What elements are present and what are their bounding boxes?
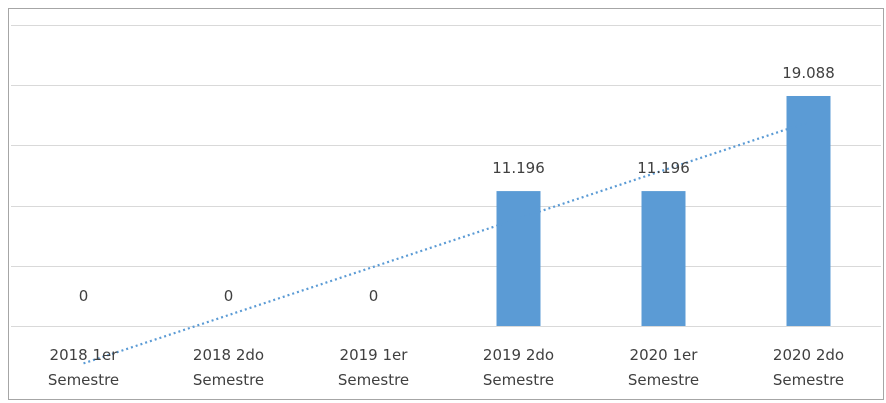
category-label-line: 2018 2do bbox=[193, 346, 264, 364]
category-label-line: 2020 1er bbox=[630, 346, 699, 364]
category-label-line: Semestre bbox=[483, 371, 554, 389]
category-label-line: Semestre bbox=[48, 371, 119, 389]
data-label: 11.196 bbox=[637, 159, 690, 177]
trendline bbox=[83, 120, 809, 365]
category-label-line: Semestre bbox=[338, 371, 409, 389]
bar bbox=[786, 95, 831, 327]
bar bbox=[641, 191, 686, 326]
category-label: 2019 1er Semestre bbox=[338, 346, 409, 389]
data-labels: 0 0 0 11.196 11.196 19.088 bbox=[79, 64, 835, 305]
bar bbox=[496, 191, 541, 326]
category-label-line: 2019 2do bbox=[483, 346, 554, 364]
category-label-line: Semestre bbox=[773, 371, 844, 389]
data-label: 0 bbox=[369, 287, 379, 305]
category-label: 2018 1er Semestre bbox=[48, 346, 119, 389]
category-label-line: 2019 1er bbox=[340, 346, 409, 364]
bars bbox=[496, 95, 831, 327]
gridlines bbox=[11, 25, 881, 327]
trendline-layer bbox=[83, 120, 809, 365]
data-label: 0 bbox=[224, 287, 234, 305]
data-label: 19.088 bbox=[782, 64, 835, 82]
chart-frame: 0 0 0 11.196 11.196 19.088 2018 1er Semestre 20… bbox=[8, 8, 884, 400]
category-label-line: 2018 1er bbox=[50, 346, 119, 364]
category-label: 2020 1er Semestre bbox=[628, 346, 699, 389]
category-label-line: Semestre bbox=[628, 371, 699, 389]
data-label: 0 bbox=[79, 287, 89, 305]
category-label-line: Semestre bbox=[193, 371, 264, 389]
data-label: 11.196 bbox=[492, 159, 545, 177]
category-label: 2018 2do Semestre bbox=[193, 346, 264, 389]
category-label: 2019 2do Semestre bbox=[483, 346, 554, 389]
category-label-line: 2020 2do bbox=[773, 346, 844, 364]
category-label: 2020 2do Semestre bbox=[773, 346, 844, 389]
